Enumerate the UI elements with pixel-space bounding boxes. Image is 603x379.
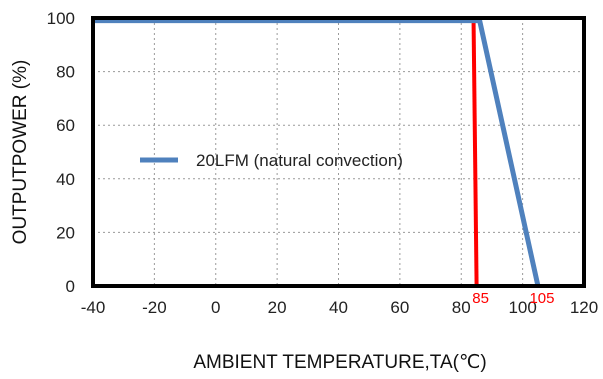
x-tick-label-1: -20 [142, 298, 167, 317]
x-axis-title: AMBIENT TEMPERATURE,TA(℃) [193, 352, 486, 373]
legend: 20LFM (natural convection) [140, 151, 403, 170]
x-tick-label-7: 100 [508, 298, 536, 317]
reference-lines [471, 17, 479, 287]
grid-lines [93, 18, 584, 286]
y-axis-title: OUTPUTPOWER (%) [10, 60, 31, 245]
annotations: 85 105 [472, 290, 554, 307]
y-tick-label-0: 0 [66, 277, 75, 296]
y-tick-label-1: 20 [56, 223, 75, 242]
x-tick-labels: -40 -20 0 20 40 60 80 100 120 [81, 298, 598, 317]
y-tick-label-4: 80 [56, 63, 75, 82]
series-line-0 [93, 18, 541, 287]
x-tick-label-8: 120 [570, 298, 598, 317]
x-tick-label-2: 0 [211, 298, 220, 317]
y-tick-labels: 0 20 40 60 80 100 [47, 9, 75, 296]
y-tick-label-2: 40 [56, 170, 75, 189]
x-tick-label-0: -40 [81, 298, 106, 317]
x-tick-label-3: 20 [268, 298, 287, 317]
x-tick-label-4: 40 [329, 298, 348, 317]
x-tick-label-6: 80 [452, 298, 471, 317]
annotation-label-1: 105 [529, 290, 554, 307]
y-tick-label-3: 60 [56, 116, 75, 135]
y-tick-label-5: 100 [47, 9, 75, 28]
series-lines [93, 18, 541, 287]
legend-label-0: 20LFM (natural convection) [196, 151, 403, 170]
x-tick-label-5: 60 [390, 298, 409, 317]
reference-line-0 [471, 17, 479, 287]
plot-frame [91, 16, 586, 288]
annotation-label-0: 85 [472, 290, 489, 307]
